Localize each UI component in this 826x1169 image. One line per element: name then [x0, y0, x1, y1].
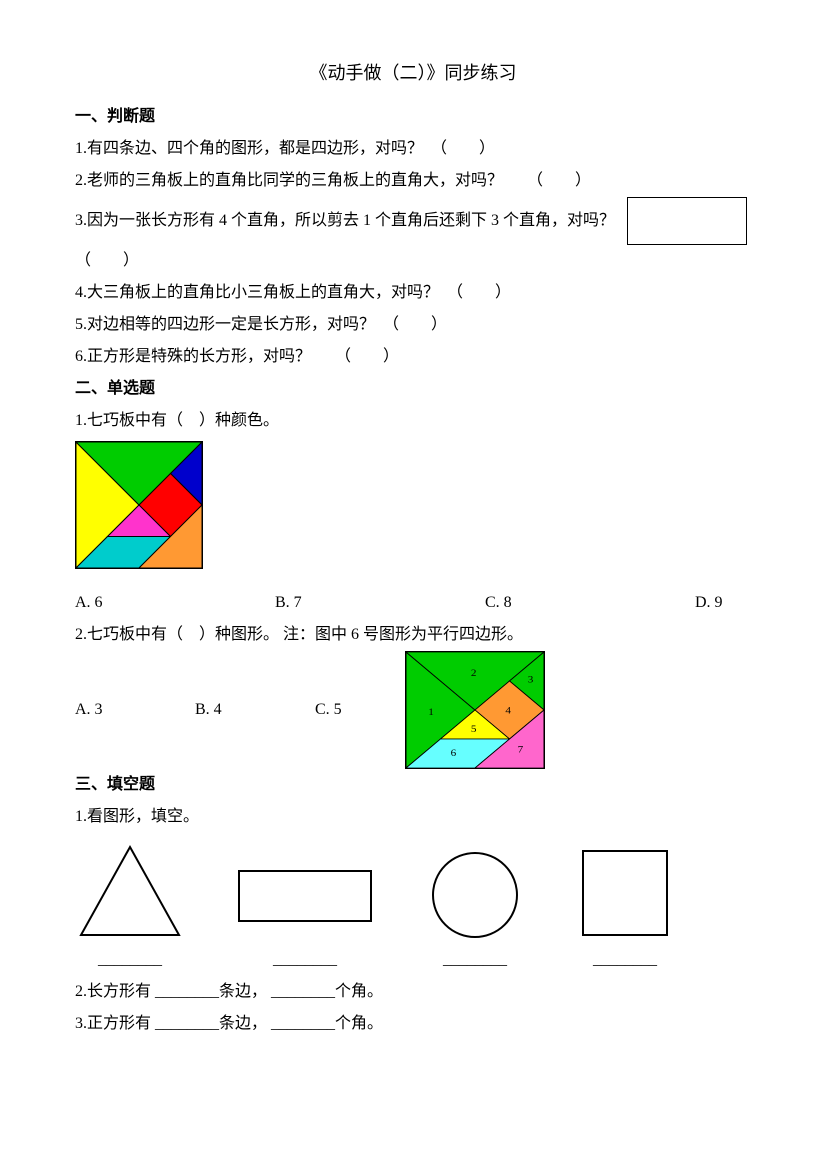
blank-4: ________: [575, 944, 675, 976]
tangram-2-figure: 1 2 3 4 5 6 7: [405, 651, 545, 769]
choice-q1-d: D. 9: [695, 587, 723, 619]
tangram-1-figure: [75, 441, 203, 569]
t2-label-4: 4: [505, 706, 511, 716]
choice-q2: 2.七巧板中有（ ）种图形。 注：图中 6 号图形为平行四边形。: [75, 619, 751, 651]
judge-q4: 4.大三角板上的直角比小三角板上的直角大，对吗？ （ ）: [75, 277, 751, 309]
choice-q2-c: C. 5: [315, 694, 395, 726]
t2-label-3: 3: [528, 675, 534, 685]
t2-label-5: 5: [471, 725, 477, 735]
section-2-header: 二、单选题: [75, 373, 751, 405]
fill-q1: 1.看图形，填空。: [75, 801, 751, 833]
rectangle-shape: [235, 843, 375, 938]
judge-q2: 2.老师的三角板上的直角比同学的三角板上的直角大，对吗？ （ ）: [75, 165, 751, 197]
blank-2: ________: [235, 944, 375, 976]
section-3-header: 三、填空题: [75, 769, 751, 801]
t2-label-7: 7: [518, 745, 524, 755]
fill-q3: 3.正方形有 ________条边， ________个角。: [75, 1008, 751, 1040]
shapes-row: [75, 843, 751, 938]
judge-q3-paren: （ ）: [75, 245, 751, 277]
blank-3: ________: [425, 944, 525, 976]
triangle-shape: [75, 843, 185, 938]
rect-figure: [627, 197, 747, 245]
fill-q2: 2.长方形有 ________条边， ________个角。: [75, 976, 751, 1008]
t2-label-1: 1: [428, 708, 434, 718]
choice-q1-a: A. 6: [75, 587, 275, 619]
choice-q1-b: B. 7: [275, 587, 485, 619]
choice-q2-a: A. 3: [75, 694, 195, 726]
judge-q6: 6.正方形是特殊的长方形，对吗？ （ ）: [75, 341, 751, 373]
circle-shape: [425, 843, 525, 938]
page-title: 《动手做（二）》同步练习: [75, 55, 751, 91]
choice-q1: 1.七巧板中有（ ）种颜色。: [75, 405, 751, 437]
choice-q2-b: B. 4: [195, 694, 315, 726]
t2-label-6: 6: [451, 749, 457, 759]
blank-1: ________: [75, 944, 185, 976]
judge-q5: 5.对边相等的四边形一定是长方形，对吗？ （ ）: [75, 309, 751, 341]
choice-q1-c: C. 8: [485, 587, 695, 619]
judge-q3: 3.因为一张长方形有 4 个直角，所以剪去 1 个直角后还剩下 3 个直角，对吗…: [75, 205, 615, 237]
judge-q1: 1.有四条边、四个角的图形，都是四边形，对吗？ （ ）: [75, 133, 751, 165]
section-1-header: 一、判断题: [75, 101, 751, 133]
t2-label-2: 2: [471, 669, 477, 679]
square-shape: [575, 843, 675, 938]
